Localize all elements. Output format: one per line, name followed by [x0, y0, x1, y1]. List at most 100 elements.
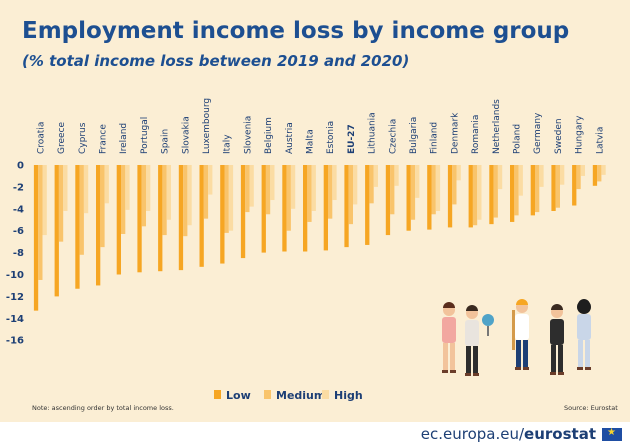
bar-low — [592, 165, 598, 186]
helmet-icon — [577, 300, 591, 314]
bar-chart: 0 -2 -4 -6 -8 -10 -12 -14 -16 Croatia Greece Cypru… — [6, 98, 606, 402]
bar-high — [249, 165, 254, 207]
bar-low — [406, 165, 411, 231]
bar-medium — [390, 165, 395, 215]
bar-high — [353, 165, 358, 205]
bar-high — [42, 165, 47, 236]
bar-medium — [224, 165, 229, 233]
bar-low — [158, 165, 163, 272]
bar-high — [415, 165, 420, 198]
site-domain: ec.europa.eu/ — [420, 425, 525, 443]
bar-high — [83, 165, 89, 214]
bar-low — [116, 165, 121, 275]
bar-low — [240, 165, 246, 259]
category-label: Germany — [533, 112, 543, 154]
bar-medium — [286, 165, 291, 231]
category-label: Latvia — [595, 127, 605, 154]
bar-medium — [514, 165, 519, 216]
bar-medium — [100, 165, 105, 248]
legend-swatch-high — [322, 390, 329, 399]
bar-high — [290, 165, 296, 209]
category-label: Hungary — [575, 115, 585, 154]
bar-low — [137, 165, 142, 273]
category-label: Belgium — [264, 117, 274, 154]
category-label: Spain — [161, 129, 171, 154]
bar-medium — [535, 165, 540, 213]
category-label: Portugal — [140, 117, 150, 154]
bar-high — [208, 165, 213, 195]
legend-swatch-low — [214, 390, 221, 399]
bar-high — [146, 165, 151, 211]
bar-high — [601, 165, 606, 175]
bar-medium — [38, 165, 43, 280]
person-waiter — [550, 304, 564, 375]
bar-high — [539, 165, 544, 187]
bar-high — [518, 165, 523, 196]
bar-low — [468, 165, 473, 228]
bar-low — [261, 165, 266, 253]
bar-low — [551, 165, 556, 211]
bar-medium — [307, 165, 312, 222]
category-label: Italy — [223, 134, 233, 154]
bar-medium — [472, 165, 478, 226]
bar-high — [394, 165, 399, 186]
person-woman-teacher — [465, 305, 479, 376]
category-label: Slovakia — [181, 116, 191, 154]
site-brand: eurostat — [524, 425, 596, 443]
bar-high — [311, 165, 316, 211]
bar-medium — [597, 165, 602, 182]
category-label: Denmark — [450, 112, 460, 154]
bar-low — [385, 165, 391, 236]
bar-high — [580, 165, 585, 176]
bar-high — [373, 165, 378, 187]
category-label: Croatia — [36, 122, 46, 154]
bar-medium — [203, 165, 209, 219]
bar-medium — [265, 165, 271, 215]
legend-label: High — [334, 389, 363, 402]
category-label: Greece — [57, 122, 67, 154]
bar-low — [75, 165, 80, 289]
bar-high — [187, 165, 192, 226]
category-label: Malta — [305, 129, 315, 154]
category-label: Sweden — [554, 118, 564, 154]
site-link[interactable]: ec.europa.eu/eurostat — [421, 425, 596, 443]
bar-medium — [431, 165, 436, 215]
category-label: Slovenia — [243, 116, 253, 154]
category-label: Romania — [471, 115, 481, 154]
bar-medium — [183, 165, 188, 237]
bar-low — [96, 165, 101, 286]
y-tick-label: -10 — [6, 270, 24, 281]
bar-medium — [245, 165, 250, 213]
y-tick-label: -6 — [13, 226, 24, 237]
bar-medium — [576, 165, 581, 190]
bar-low — [282, 165, 287, 252]
bar-high — [125, 165, 130, 210]
bars — [33, 165, 606, 311]
category-label: Netherlands — [492, 99, 502, 154]
source-label: Source: Eurostat — [564, 404, 618, 412]
legend-swatch-medium — [264, 390, 271, 399]
legend-label: Medium — [276, 389, 325, 402]
bar-low — [489, 165, 494, 225]
bar-high — [228, 165, 234, 231]
bar-high — [270, 165, 275, 201]
bar-high — [456, 165, 461, 181]
y-tick-label: -2 — [13, 182, 24, 193]
bar-low — [510, 165, 515, 222]
bar-high — [477, 165, 482, 220]
category-label: France — [98, 124, 108, 154]
bar-low — [572, 165, 577, 206]
bar-high — [63, 165, 68, 211]
category-label: Czechia — [388, 119, 398, 154]
category-label: Estonia — [326, 121, 336, 154]
bar-low — [323, 165, 328, 251]
globe-stand — [487, 326, 489, 336]
bar-high — [332, 165, 337, 201]
bar-low — [365, 165, 370, 245]
bar-high — [560, 165, 565, 185]
footnote: Note: ascending order by total income lo… — [32, 404, 174, 412]
y-tick-label: -12 — [6, 292, 24, 303]
bar-medium — [79, 165, 84, 255]
bar-low — [220, 165, 225, 264]
category-label: Bulgaria — [409, 117, 419, 154]
